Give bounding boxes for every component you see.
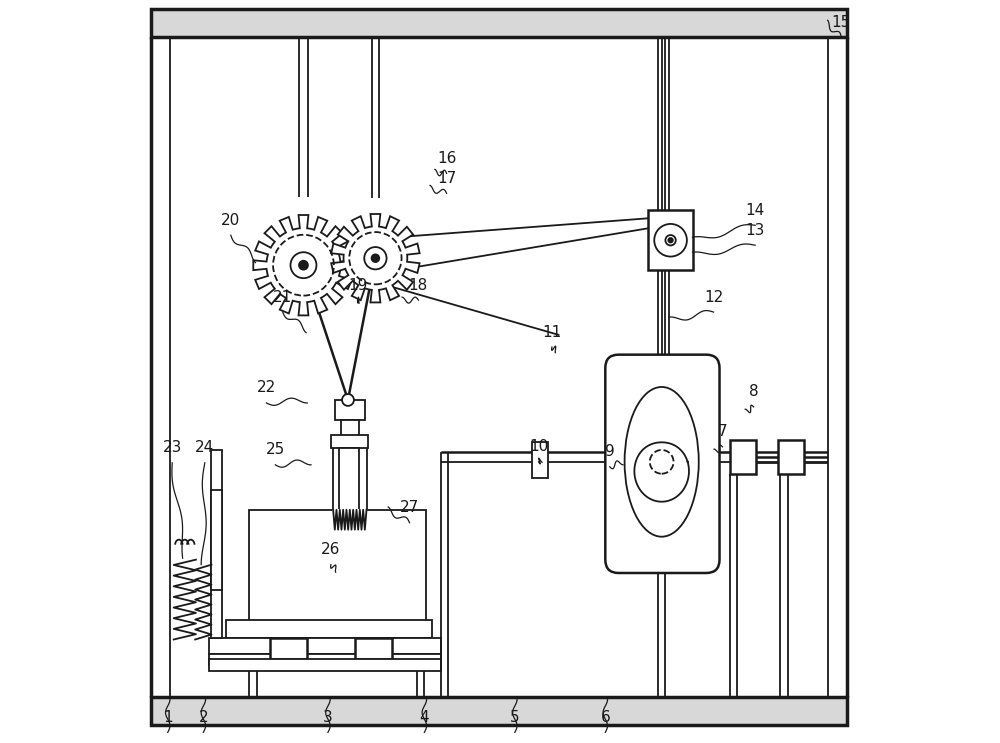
Text: 6: 6 (600, 710, 610, 725)
Bar (335, 400, 365, 420)
Text: 18: 18 (409, 278, 428, 293)
Circle shape (665, 235, 676, 245)
Text: 12: 12 (704, 290, 723, 305)
Circle shape (654, 224, 687, 256)
Circle shape (364, 247, 387, 270)
Text: 4: 4 (420, 710, 429, 725)
Circle shape (650, 450, 674, 474)
Text: 5: 5 (510, 710, 520, 725)
Bar (648, 210, 693, 270)
Bar (151, 698, 847, 725)
Text: 11: 11 (542, 325, 562, 340)
Text: 20: 20 (221, 212, 240, 228)
Polygon shape (634, 442, 689, 502)
Bar (211, 450, 222, 637)
Text: 10: 10 (529, 439, 548, 455)
Circle shape (290, 252, 316, 278)
Text: 3: 3 (323, 710, 333, 725)
Text: 14: 14 (745, 203, 765, 218)
FancyBboxPatch shape (605, 354, 720, 573)
Circle shape (668, 238, 673, 242)
Bar (151, 9, 847, 36)
Bar (532, 442, 548, 478)
Text: 21: 21 (273, 290, 292, 305)
Bar (341, 420, 359, 438)
Text: 17: 17 (437, 171, 456, 186)
Text: 2: 2 (199, 710, 208, 725)
Text: 24: 24 (195, 441, 214, 455)
Text: 9: 9 (605, 444, 615, 459)
Circle shape (299, 261, 308, 270)
Bar (209, 655, 441, 666)
Text: 25: 25 (266, 442, 285, 458)
Circle shape (342, 394, 354, 406)
Bar (331, 435, 368, 448)
Polygon shape (253, 215, 354, 315)
Bar (355, 637, 392, 660)
Bar (339, 448, 359, 510)
Text: 27: 27 (400, 500, 419, 515)
Circle shape (372, 254, 379, 262)
Bar (270, 637, 307, 660)
Text: 22: 22 (257, 380, 276, 395)
Text: 16: 16 (437, 151, 456, 166)
Text: 15: 15 (832, 15, 851, 30)
Bar (730, 440, 756, 474)
Polygon shape (333, 510, 367, 530)
Text: 13: 13 (745, 223, 765, 238)
Bar (209, 660, 441, 672)
Text: 23: 23 (163, 441, 182, 455)
Bar (209, 637, 441, 655)
Text: 7: 7 (718, 424, 727, 439)
Text: 8: 8 (749, 384, 758, 400)
Bar (226, 620, 432, 637)
Bar (778, 440, 804, 474)
Polygon shape (331, 214, 420, 302)
Text: 1: 1 (163, 710, 173, 725)
Text: 19: 19 (348, 278, 367, 293)
Bar (211, 490, 222, 590)
Text: 26: 26 (321, 542, 341, 557)
Bar (249, 510, 426, 628)
